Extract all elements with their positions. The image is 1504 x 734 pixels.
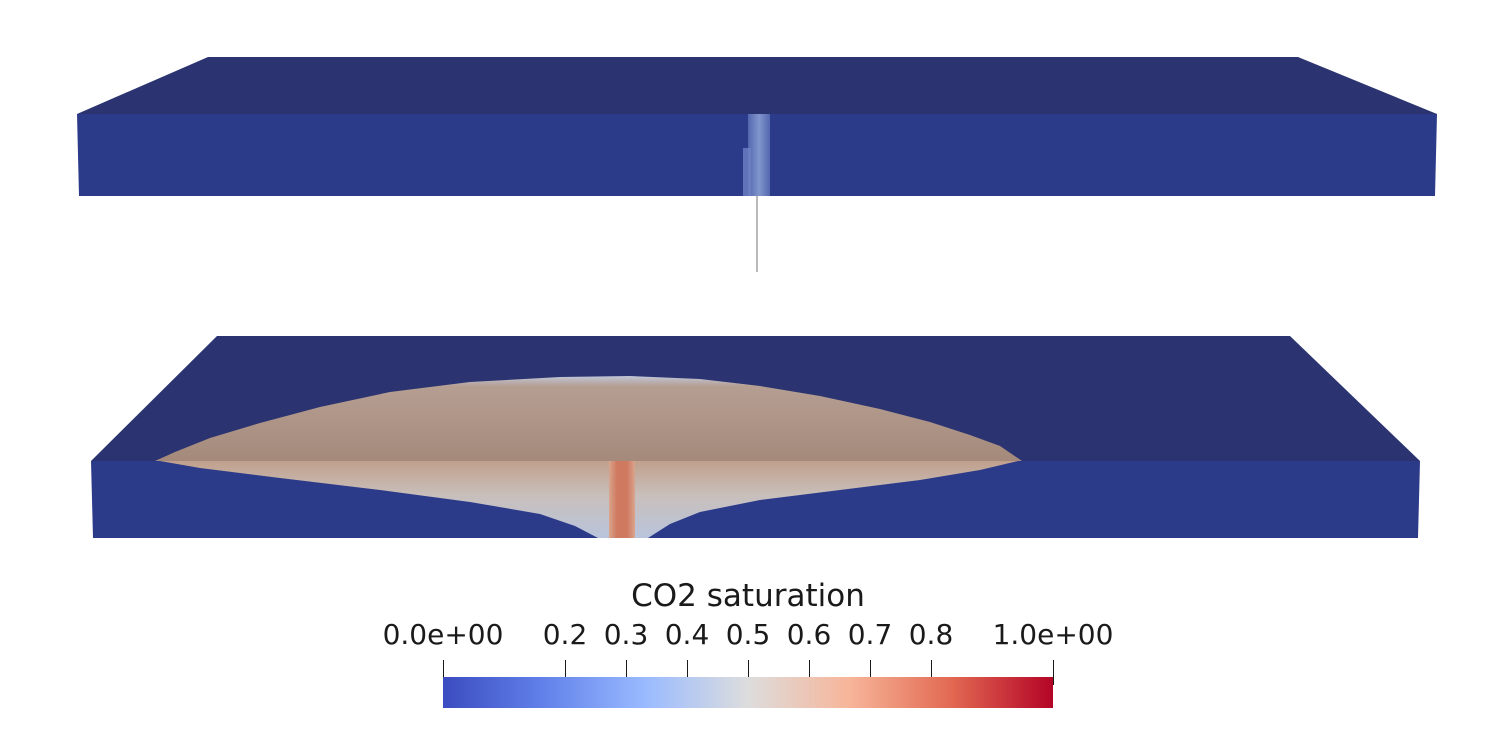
legend-tick-mark — [565, 660, 566, 685]
legend-tick-label: 0.8 — [908, 618, 954, 651]
legend-tick-mark — [1053, 660, 1054, 685]
legend-tick-label: 0.5 — [725, 618, 771, 651]
colorbar-gradient — [443, 677, 1053, 708]
legend-tick-label: 0.4 — [664, 618, 710, 651]
lower-well-column — [609, 461, 635, 538]
upper-caprock-layer — [77, 57, 1437, 196]
legend-title: CO2 saturation — [631, 578, 865, 614]
legend-tick-label: 1.0e+00 — [992, 618, 1114, 651]
lower-reservoir-layer — [91, 336, 1420, 538]
co2-plume-front — [160, 461, 1018, 538]
upper-well-column-step — [743, 148, 751, 196]
upper-well-column — [748, 114, 770, 196]
legend-tick-label: 0.0e+00 — [382, 618, 504, 651]
legend-tick-mark — [687, 660, 688, 685]
legend-tick-label: 0.7 — [847, 618, 893, 651]
legend-tick-mark — [809, 660, 810, 685]
co2-plume-top — [155, 376, 1022, 461]
upper-slab-top-face — [77, 57, 1437, 114]
legend-tick-label: 0.6 — [786, 618, 832, 651]
legend-tick-mark — [443, 660, 444, 685]
legend-tick-mark — [870, 660, 871, 685]
legend-tick-mark — [748, 660, 749, 685]
legend-tick-mark — [931, 660, 932, 685]
legend-tick-label: 0.3 — [603, 618, 649, 651]
legend-tick-mark — [626, 660, 627, 685]
legend-tick-label: 0.2 — [542, 618, 588, 651]
